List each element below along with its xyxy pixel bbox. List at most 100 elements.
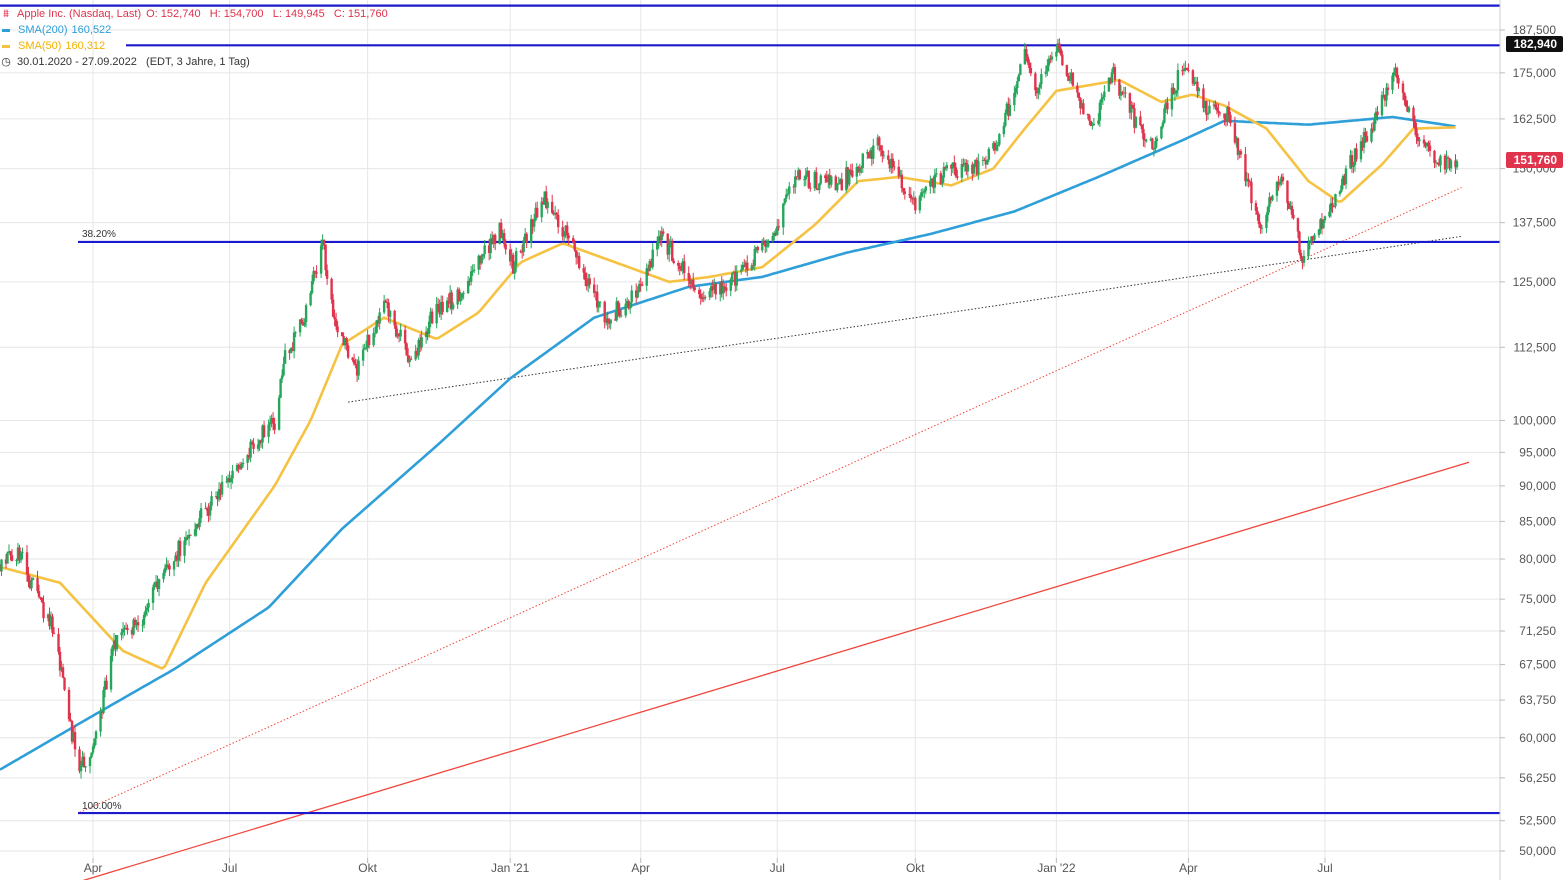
candle-body [1446,157,1450,159]
candle-body [1119,92,1123,96]
candle-body [870,150,873,159]
candle-body [1229,114,1232,124]
candle-body [764,243,767,247]
candle [1215,102,1219,115]
candle-body [481,254,485,257]
candle-body [834,176,837,191]
candle-body [597,301,600,308]
candle-body [42,602,45,619]
candle [1086,113,1090,120]
candle [635,283,638,304]
candle [114,634,117,657]
candle [1238,150,1241,159]
candle [807,170,810,190]
candle-body [270,418,273,423]
candle [1445,150,1448,173]
candle-body [364,347,368,349]
candle-body [168,565,171,570]
candle [1068,72,1072,84]
candle [1352,162,1355,174]
candle [345,336,348,351]
candle-body [677,263,680,266]
candle [636,286,639,299]
candle-body [430,311,434,324]
candle-body [321,239,324,246]
candle [340,331,344,337]
candle [806,166,809,177]
candle-body [292,332,296,352]
candle [857,165,860,173]
candle-body [1002,125,1006,135]
candle-body [1077,92,1081,98]
candle [1139,110,1142,126]
candle-body [944,167,947,169]
candle [511,252,515,274]
candle-body [424,331,428,338]
candle-body [469,271,473,282]
candle-body [1301,258,1304,263]
candle [267,419,270,444]
candle [1130,100,1133,120]
candle-body [1383,94,1387,101]
candle-body [565,225,569,236]
candle-body [498,222,501,244]
candle [1415,122,1418,144]
candle-body [876,137,880,146]
legend-range-row: ◷ 30.01.2020 - 27.09.2022 (EDT, 3 Jahre,… [0,54,388,70]
candle-body [1286,180,1289,204]
candle [145,603,149,617]
candle-body [710,286,713,292]
candle-body [288,350,291,354]
candle-body [792,186,795,188]
candle-body [135,622,138,626]
candle-body [755,246,758,249]
candle [208,501,212,521]
candle-body [1118,79,1121,96]
candle [1392,67,1396,82]
candle [1173,88,1177,101]
candle-body [635,290,638,298]
candle-body [699,294,702,299]
candle-body [956,176,959,178]
candle-body [1308,241,1312,243]
candle [951,162,955,174]
candle [367,334,371,349]
candle-body [178,540,182,556]
sma200-label: SMA(200) [18,24,68,36]
candle-body [1034,73,1037,91]
candle-body [436,303,440,307]
candle-body [478,255,482,264]
candle-body [1197,88,1201,92]
candle-body [992,143,995,149]
candle [1023,42,1027,65]
candle-body [849,169,852,171]
candle-body [965,162,968,172]
candle [921,187,925,198]
candle [18,544,21,564]
candle [502,228,506,248]
candle [1203,100,1207,113]
candle [1332,205,1336,208]
candle-body [414,350,417,360]
candle [723,283,726,293]
candle-body [1313,235,1316,240]
candle [1343,173,1346,186]
candle-body [603,301,606,323]
candle-body [845,167,848,191]
candle [891,153,895,174]
candle-body [1380,95,1384,116]
candle [818,182,821,194]
candle-body [301,323,305,326]
candle-body [930,178,934,181]
candle-body [319,245,323,274]
candle [794,169,797,194]
candle-body [577,255,581,269]
candle [396,328,399,339]
candle [1455,159,1459,170]
candle-body [903,191,907,194]
candle-body [807,170,810,188]
candle-body [198,518,201,527]
candle [1275,180,1279,202]
candle [714,281,717,300]
